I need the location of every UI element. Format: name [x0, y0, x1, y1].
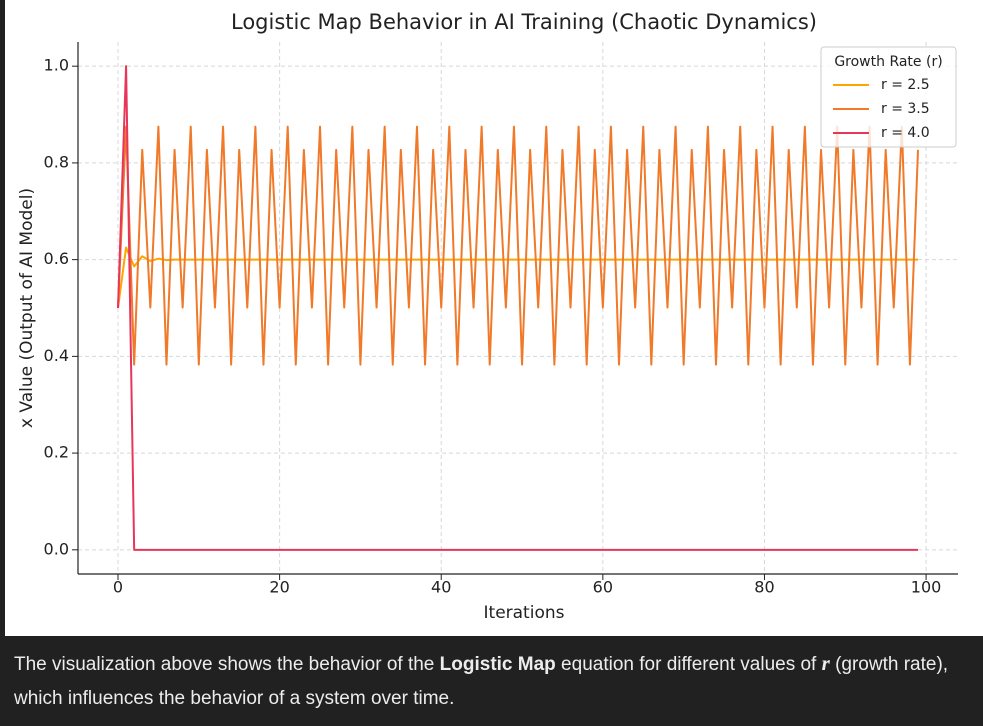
x-tick-label: 60: [593, 578, 613, 597]
caption-math: r: [821, 651, 830, 675]
data-line: [117, 125, 919, 366]
caption-bold: Logistic Map: [439, 654, 556, 675]
x-tick-label: 100: [911, 578, 942, 597]
y-tick-label: 0.2: [44, 443, 69, 462]
caption: The visualization above shows the behavi…: [14, 646, 954, 716]
x-tick-label: 40: [431, 578, 451, 597]
legend-label: r = 2.5: [881, 77, 930, 93]
legend-label: r = 3.5: [881, 101, 930, 117]
legend: Growth Rate (r) r = 2.5 r = 3.5 r = 4.0: [820, 46, 957, 148]
y-tick-label: 0.8: [44, 152, 69, 171]
legend-label: r = 4.0: [881, 125, 930, 141]
chart-title: Logistic Map Behavior in AI Training (Ch…: [231, 10, 817, 34]
legend-title: Growth Rate (r): [834, 54, 942, 70]
caption-text: The visualization above shows the behavi…: [14, 654, 440, 675]
chart: Logistic Map Behavior in AI Training (Ch…: [5, 0, 983, 636]
x-tick-label: 0: [113, 578, 123, 597]
x-tick-label: 20: [269, 578, 289, 597]
y-tick-label: 1.0: [44, 56, 69, 75]
y-tick-label: 0.6: [44, 249, 69, 268]
y-axis-label: x Value (Output of AI Model): [17, 188, 37, 428]
caption-text: equation for different values of: [555, 654, 822, 675]
y-tick-label: 0.0: [44, 539, 69, 558]
legend-box: [820, 46, 957, 148]
x-axis-label: Iterations: [484, 603, 565, 623]
x-tick-label: 80: [754, 578, 774, 597]
caption-text: (growth rate), which influences the beha…: [14, 654, 949, 709]
data-line: [117, 65, 918, 551]
y-tick-label: 0.4: [44, 346, 69, 365]
